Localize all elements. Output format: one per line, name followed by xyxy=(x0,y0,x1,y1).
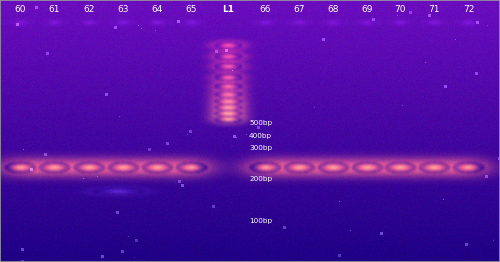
Text: L1: L1 xyxy=(222,6,234,14)
Text: 69: 69 xyxy=(362,6,373,14)
Text: 66: 66 xyxy=(259,6,271,14)
Text: 100bp: 100bp xyxy=(249,219,272,224)
Text: 70: 70 xyxy=(394,6,406,14)
Text: 67: 67 xyxy=(293,6,305,14)
Text: 60: 60 xyxy=(14,6,26,14)
Text: 68: 68 xyxy=(327,6,339,14)
Text: 63: 63 xyxy=(117,6,129,14)
Text: 300bp: 300bp xyxy=(249,145,272,151)
Text: 62: 62 xyxy=(84,6,94,14)
Text: 200bp: 200bp xyxy=(249,177,272,182)
Text: 61: 61 xyxy=(48,6,60,14)
Text: 500bp: 500bp xyxy=(249,120,272,126)
Text: 71: 71 xyxy=(428,6,440,14)
Text: 64: 64 xyxy=(152,6,162,14)
Text: 65: 65 xyxy=(186,6,197,14)
Text: 72: 72 xyxy=(463,6,474,14)
Text: 400bp: 400bp xyxy=(249,133,272,139)
